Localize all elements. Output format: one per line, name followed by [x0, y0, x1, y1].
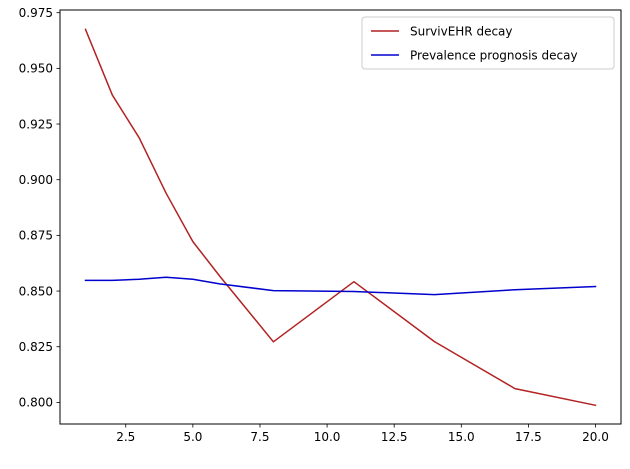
y-tick-label: 0.850: [19, 284, 53, 298]
x-tick-label: 7.5: [250, 430, 269, 444]
x-tick-label: 15.0: [448, 430, 475, 444]
plot-frame: [59, 9, 622, 425]
series-line-0: [84, 28, 597, 407]
x-tick-label: 2.5: [116, 430, 135, 444]
y-axis: 0.800 0.825 0.850 0.875 0.900 0.925 0.950 0.975: [19, 6, 60, 410]
y-tick-label: 0.900: [19, 173, 53, 187]
y-tick-label: 0.825: [19, 340, 53, 354]
series-layer: [84, 28, 597, 407]
x-tick-label: 20.0: [582, 430, 609, 444]
x-tick-label: 17.5: [515, 430, 542, 444]
x-axis: 2.5 5.0 7.5 10.0 12.5 15.0 17.5 20.0: [116, 424, 609, 444]
x-tick-label: 12.5: [381, 430, 408, 444]
legend-label-surviv-ehr: SurvivEHR decay: [410, 25, 513, 39]
legend: SurvivEHR decay Prevalence prognosis dec…: [361, 16, 615, 70]
x-tick-label: 10.0: [314, 430, 341, 444]
y-tick-label: 0.975: [19, 6, 53, 20]
y-tick-label: 0.800: [19, 396, 53, 410]
series-line-1: [84, 276, 597, 296]
y-tick-label: 0.925: [19, 117, 53, 131]
y-tick-label: 0.950: [19, 62, 53, 76]
y-tick-label: 0.875: [19, 229, 53, 243]
legend-box: [361, 16, 615, 70]
x-tick-label: 5.0: [183, 430, 202, 444]
legend-label-prevalence-prognosis: Prevalence prognosis decay: [410, 49, 578, 63]
